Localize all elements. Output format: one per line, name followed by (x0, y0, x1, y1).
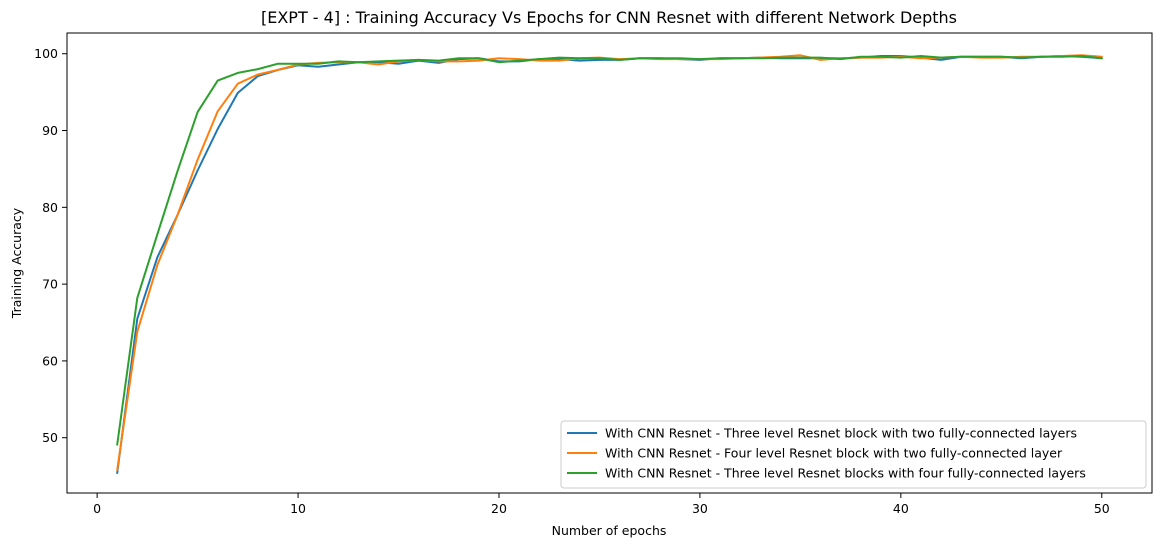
legend-entry-3: With CNN Resnet - Three level Resnet blo… (605, 466, 1086, 481)
chart-title: [EXPT - 4] : Training Accuracy Vs Epochs… (261, 8, 957, 27)
x-tick-label: 10 (290, 501, 306, 516)
x-tick-label: 40 (893, 501, 909, 516)
y-tick-label: 60 (42, 353, 58, 368)
legend-entry-1: With CNN Resnet - Three level Resnet blo… (605, 426, 1077, 441)
y-tick-label: 90 (42, 123, 58, 138)
plot-area (66, 32, 1153, 494)
series-line-1 (116, 55, 1103, 474)
series-line-2 (116, 54, 1103, 471)
series-group (116, 54, 1103, 474)
x-tick-label: 0 (93, 501, 101, 516)
x-tick-label: 30 (692, 501, 708, 516)
y-tick-label: 70 (42, 277, 58, 292)
legend: With CNN Resnet - Three level Resnet blo… (560, 420, 1147, 489)
y-tick-label: 100 (34, 46, 58, 61)
legend-frame (560, 420, 1147, 489)
x-tick-label: 50 (1094, 501, 1110, 516)
legend-entry-2: With CNN Resnet - Four level Resnet bloc… (605, 446, 1063, 461)
x-axis: 0 10 20 30 40 50 (93, 493, 1110, 516)
y-axis: 50 60 70 80 90 100 (34, 46, 67, 445)
series-line-3 (116, 55, 1103, 446)
y-axis-label: Training Accuracy (9, 207, 24, 319)
y-tick-label: 80 (42, 200, 58, 215)
y-tick-label: 50 (42, 430, 58, 445)
x-tick-label: 20 (491, 501, 507, 516)
x-axis-label: Number of epochs (552, 523, 667, 538)
